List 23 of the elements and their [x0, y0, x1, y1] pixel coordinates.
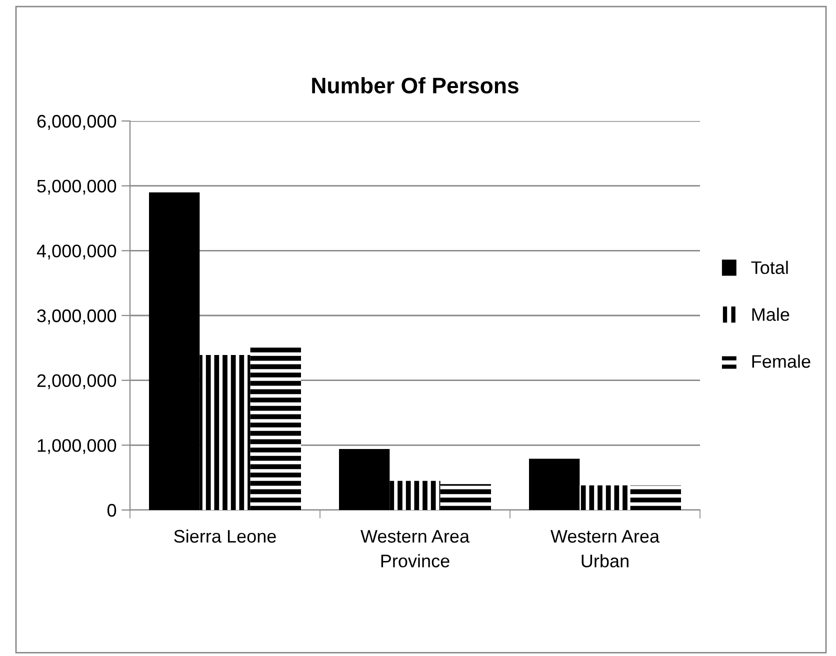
- bar: [580, 485, 630, 510]
- y-tick-label: 5,000,000: [37, 180, 116, 195]
- bar: [339, 449, 390, 510]
- y-tick-label: 1,000,000: [38, 439, 116, 454]
- text: Male: [752, 308, 790, 321]
- bar: [250, 346, 301, 510]
- y-tick-label: 2,000,000: [37, 374, 116, 390]
- y-tick-label: 0: [107, 504, 116, 517]
- x-tick-label: Western Area Province: [360, 530, 470, 568]
- text: Female: [752, 354, 810, 368]
- y-tick-label: 6,000,000: [37, 114, 116, 130]
- legend-label: Total: [751, 260, 788, 274]
- chart-title: Number Of Persons: [312, 77, 518, 94]
- x-tick-label: Sierra Leone: [174, 529, 276, 543]
- y-tick-label: 4,000,000: [36, 244, 116, 260]
- bar: [529, 458, 580, 510]
- bar: [440, 484, 491, 510]
- x-tick-label: Western Area Urban: [550, 530, 660, 568]
- bar: [390, 480, 440, 510]
- y-tick-label: 3,000,000: [37, 309, 116, 324]
- bar: [149, 192, 200, 510]
- bar: [200, 355, 250, 510]
- bar: [630, 485, 681, 510]
